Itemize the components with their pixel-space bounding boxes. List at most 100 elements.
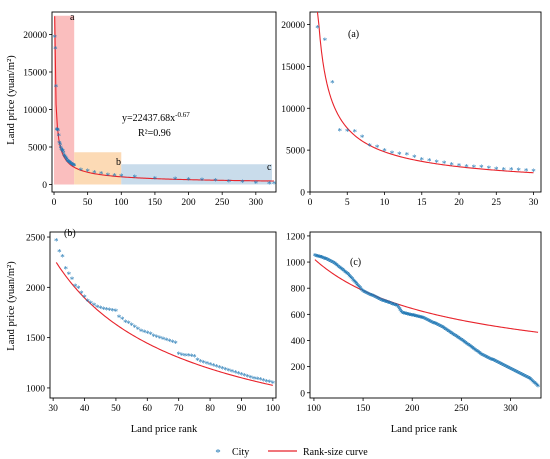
panel-b-xtick-label: 30 [48, 404, 58, 414]
panel-c-city-point: * [484, 353, 489, 363]
panel-c-city-point: * [379, 296, 384, 306]
panel-c-city-point: * [495, 358, 500, 368]
panel-b-city-point: * [145, 329, 150, 339]
panel-b-city-point: * [57, 248, 62, 258]
region-c-shade [121, 164, 273, 185]
overview-city-point: * [272, 180, 277, 190]
overview-rank-size-curve [54, 16, 274, 182]
panel-c-city-point: * [529, 376, 534, 386]
panel-a-city-point: * [531, 167, 536, 177]
panel-c-city-point: * [445, 327, 450, 337]
panel-c-city-point: * [461, 337, 466, 347]
overview-city-point: * [54, 83, 59, 93]
overview-city-point: * [106, 171, 111, 181]
panel-b-city-point: * [148, 330, 153, 340]
panel-c-city-point: * [421, 314, 426, 324]
panel-c-city-point: * [393, 301, 398, 311]
panel-c-city-point: * [362, 288, 367, 298]
panel-b-city-point: * [264, 377, 269, 387]
overview-city-point: * [267, 180, 272, 190]
panel-c-city-point: * [437, 322, 442, 332]
panel-c-city-point: * [325, 256, 330, 266]
panel-b-label: (b) [64, 228, 76, 239]
panel-c-city-point: * [525, 374, 530, 384]
panel-b-city-point: * [227, 366, 232, 376]
panel-c-city-point: * [313, 252, 318, 262]
panel-c-city-point: * [438, 322, 443, 332]
overview-xtick-label: 50 [83, 198, 93, 208]
panel-c-city-point: * [448, 329, 453, 339]
panel-c-city-point: * [353, 279, 358, 289]
panel-c-city-point: * [416, 313, 421, 323]
panel-b-city-point: * [60, 253, 65, 263]
panel-b-xtick-label: 100 [266, 404, 281, 414]
panel-c-city-point: * [358, 284, 363, 294]
panel-a-city-point: * [501, 165, 506, 175]
panel-c-city-point: * [464, 340, 469, 350]
overview-city-point: * [119, 172, 124, 182]
panel-c-city-point: * [352, 277, 357, 287]
panel-c-city-point: * [497, 360, 502, 370]
overview-city-point: * [254, 179, 259, 189]
overview-city-point: * [240, 178, 245, 188]
panel-a-ytick-label: 10000 [281, 105, 305, 115]
panel-c-city-point: * [524, 373, 529, 383]
panel-c-city-point: * [368, 291, 373, 301]
panel-c-city-point: * [517, 369, 522, 379]
overview-city-point: * [79, 166, 84, 176]
panel-b-city-point: * [92, 301, 97, 311]
panel-c-city-point: * [514, 368, 519, 378]
panel-c-city-point: * [438, 322, 443, 332]
panel-b-city-point: * [151, 332, 156, 342]
panel-c-city-point: * [515, 369, 520, 379]
panel-c-city-point: * [365, 289, 370, 299]
panel-c-city-point: * [337, 264, 342, 274]
panel-c-city-point: * [426, 317, 431, 327]
panel-c-city-point: * [322, 254, 327, 264]
panel-c-city-point: * [530, 377, 535, 387]
panel-a-city-point: * [330, 79, 335, 89]
panel-b-city-point: * [208, 360, 213, 370]
panel-b-city-point: * [164, 336, 169, 346]
panel-c-city-point: * [396, 303, 401, 313]
panel-c-city-point: * [341, 267, 346, 277]
panel-c-city-point: * [449, 329, 454, 339]
panel-c-city-point: * [435, 321, 440, 331]
panel-b-city-point: * [205, 359, 210, 369]
panel-c-city-point: * [511, 367, 516, 377]
panel-a-city-point: * [367, 141, 372, 151]
panel-c-city-point: * [392, 301, 397, 311]
overview-city-point: * [56, 131, 61, 141]
region-a-label: a [70, 12, 75, 23]
panel-b-city-point: * [101, 305, 106, 315]
overview-xtick-label: 150 [148, 198, 163, 208]
panel-b-city-point: * [180, 351, 185, 361]
panel-b-xtick-label: 90 [237, 404, 247, 414]
panel-c-city-point: * [501, 362, 506, 372]
panel-c-city-point: * [351, 276, 356, 286]
panel-c-city-point: * [373, 293, 378, 303]
overview-xtick-label: 250 [215, 198, 230, 208]
panel-c-city-point: * [359, 285, 364, 295]
overview-city-point: * [57, 139, 62, 149]
overview-city-point: * [55, 126, 60, 136]
panel-b-city-point: * [154, 333, 159, 343]
panel-c-city-point: * [424, 316, 429, 326]
panel-c-city-point: * [516, 369, 521, 379]
overview-frame [51, 11, 277, 193]
panel-c-city-point: * [440, 324, 445, 334]
panel-c-city-point: * [367, 290, 372, 300]
panel-b-ytick-label: 1500 [26, 334, 45, 344]
panel-b-city-point: * [217, 363, 222, 373]
overview-city-point: * [69, 160, 74, 170]
panel-b-city-point: * [239, 370, 244, 380]
panel-c-city-point: * [509, 366, 514, 376]
overview-ytick-label: 20000 [23, 31, 47, 41]
panel-c-city-point: * [388, 300, 393, 310]
panel-c-city-point: * [345, 270, 350, 280]
panel-c-xtick-label: 150 [356, 404, 371, 414]
overview-city-point: * [69, 160, 74, 170]
panel-b-city-point: * [82, 293, 87, 303]
panel-a-ytick-label: 20000 [281, 21, 305, 31]
panel-c-city-point: * [505, 364, 510, 374]
